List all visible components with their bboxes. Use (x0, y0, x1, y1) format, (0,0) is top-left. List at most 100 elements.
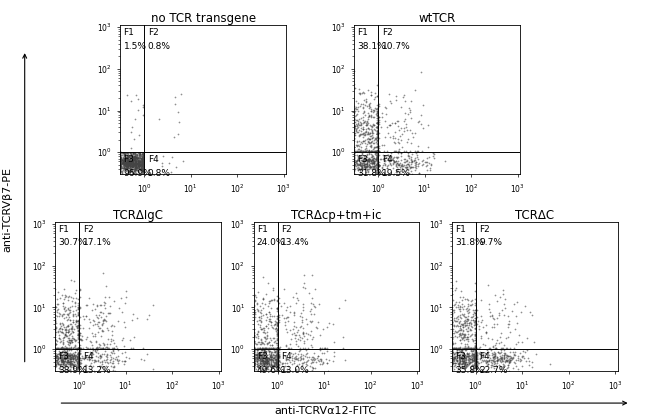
Point (460, 345, 470, 352)
Point (248, 362, 259, 368)
Point (506, 353, 516, 360)
Point (62, 335, 73, 342)
Point (494, 310, 504, 317)
Point (75, 336, 86, 343)
Point (349, 157, 359, 164)
Point (254, 339, 264, 346)
Point (248, 364, 259, 371)
Point (365, 153, 376, 160)
Point (54, 334, 64, 341)
Point (127, 163, 138, 169)
Point (54, 351, 64, 357)
Point (248, 356, 259, 363)
Point (272, 359, 282, 366)
Point (352, 158, 362, 164)
Point (120, 357, 130, 364)
Point (447, 330, 457, 336)
Point (393, 158, 404, 164)
Point (119, 155, 129, 162)
Point (383, 151, 393, 158)
Point (256, 337, 266, 344)
Point (55, 361, 65, 368)
Point (424, 160, 434, 167)
Point (88, 362, 99, 369)
Text: 30.7%: 30.7% (58, 238, 87, 248)
Point (73, 304, 84, 310)
Point (248, 347, 259, 354)
Point (52, 353, 62, 360)
Point (72, 355, 83, 362)
Point (65, 307, 75, 314)
Point (457, 357, 467, 363)
Point (99, 299, 109, 305)
Point (124, 158, 134, 165)
Point (121, 163, 131, 170)
Point (289, 310, 300, 317)
Point (472, 355, 482, 362)
Point (118, 166, 128, 173)
Point (470, 347, 480, 354)
Point (125, 152, 136, 158)
Point (107, 345, 117, 352)
Point (253, 306, 263, 313)
Point (134, 160, 144, 167)
Point (371, 148, 382, 155)
Point (372, 142, 382, 149)
Point (447, 357, 457, 364)
Point (120, 161, 131, 168)
Point (499, 347, 509, 353)
Point (351, 148, 361, 155)
Point (50, 313, 60, 319)
Point (307, 295, 317, 302)
Point (124, 152, 135, 159)
Point (118, 163, 129, 169)
Point (367, 147, 378, 154)
Point (349, 144, 359, 150)
Point (248, 301, 259, 308)
Point (468, 338, 478, 344)
Point (62, 316, 72, 323)
Point (255, 339, 266, 346)
Point (261, 362, 271, 369)
Point (263, 309, 274, 316)
Point (467, 367, 477, 374)
Point (136, 152, 146, 159)
Point (362, 131, 372, 137)
Point (269, 296, 280, 303)
Point (250, 309, 260, 316)
Point (391, 97, 402, 103)
Point (135, 156, 146, 163)
Point (472, 352, 482, 359)
Point (58, 304, 69, 311)
Point (135, 158, 145, 164)
Point (462, 361, 472, 368)
Point (367, 160, 377, 166)
Point (352, 125, 363, 132)
Point (73, 354, 83, 361)
Point (480, 357, 490, 364)
Point (489, 352, 500, 359)
Point (372, 141, 383, 148)
Point (489, 324, 499, 331)
Point (272, 337, 282, 344)
Point (50, 354, 60, 360)
Point (509, 345, 519, 352)
Point (324, 320, 334, 326)
Point (349, 122, 359, 129)
Point (117, 309, 127, 316)
Point (252, 347, 262, 353)
Point (131, 160, 141, 167)
Point (349, 119, 359, 125)
Point (307, 334, 318, 340)
Point (515, 357, 526, 363)
Point (470, 342, 480, 349)
Point (73, 309, 84, 316)
Point (108, 345, 118, 352)
Point (256, 352, 266, 358)
Point (138, 160, 149, 167)
Point (470, 362, 480, 369)
Point (349, 123, 359, 129)
Point (268, 363, 278, 370)
Point (470, 349, 480, 356)
Point (287, 357, 298, 363)
